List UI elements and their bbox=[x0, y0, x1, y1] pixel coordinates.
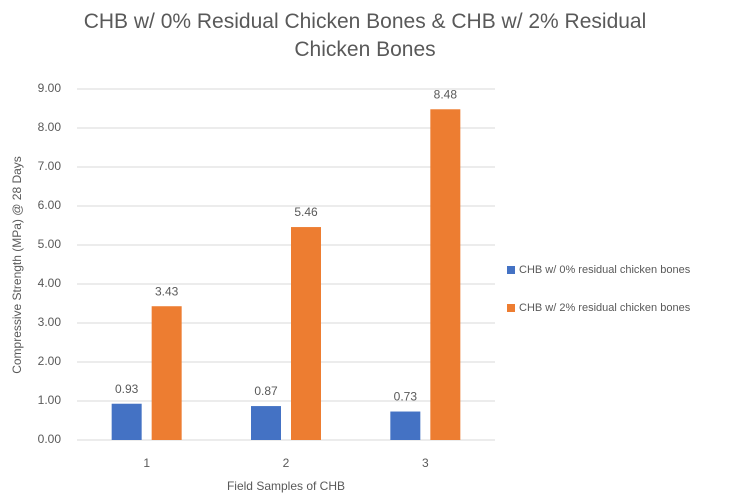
y-tick-label: 2.00 bbox=[38, 354, 62, 368]
legend-swatch bbox=[507, 266, 515, 274]
bar bbox=[291, 227, 321, 440]
chart-title: CHB w/ 0% Residual Chicken Bones & CHB w… bbox=[83, 10, 647, 61]
bar bbox=[430, 109, 461, 440]
legend-label: CHB w/ 2% residual chicken bones bbox=[519, 302, 691, 314]
data-label: 0.73 bbox=[394, 390, 418, 404]
y-tick-label: 0.00 bbox=[38, 432, 62, 446]
x-tick-label: 1 bbox=[143, 456, 150, 470]
y-tick-label: 4.00 bbox=[38, 276, 62, 290]
y-tick-label: 6.00 bbox=[38, 198, 62, 212]
bar bbox=[251, 406, 281, 440]
bar bbox=[390, 411, 421, 440]
y-axis-title: Compressive Strength (MPa) @ 28 Days bbox=[10, 156, 24, 374]
y-tick-label: 5.00 bbox=[38, 237, 62, 251]
y-tick-label: 7.00 bbox=[38, 159, 62, 173]
data-label: 8.48 bbox=[434, 87, 458, 101]
legend-swatch bbox=[507, 304, 515, 312]
x-tick-label: 3 bbox=[422, 456, 429, 470]
bar bbox=[151, 306, 182, 440]
x-tick-label: 2 bbox=[283, 456, 290, 470]
y-tick-label: 8.00 bbox=[38, 120, 62, 134]
y-tick-label: 1.00 bbox=[38, 393, 62, 407]
y-tick-label: 3.00 bbox=[38, 315, 62, 329]
data-label: 0.93 bbox=[115, 382, 139, 396]
data-label: 5.46 bbox=[294, 205, 318, 219]
y-tick-label: 9.00 bbox=[38, 81, 62, 95]
data-label: 0.87 bbox=[254, 384, 278, 398]
data-label: 3.43 bbox=[155, 284, 179, 298]
legend-label: CHB w/ 0% residual chicken bones bbox=[519, 264, 691, 276]
bar bbox=[111, 403, 142, 440]
x-axis-title: Field Samples of CHB bbox=[227, 479, 345, 493]
